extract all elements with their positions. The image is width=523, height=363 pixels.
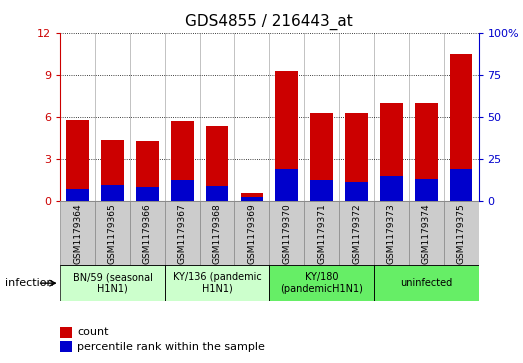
Text: BN/59 (seasonal
H1N1): BN/59 (seasonal H1N1) xyxy=(73,272,152,294)
Bar xyxy=(165,201,200,265)
Bar xyxy=(101,139,124,201)
Bar xyxy=(339,201,374,265)
Bar xyxy=(60,265,165,301)
Bar xyxy=(380,176,403,201)
Bar xyxy=(269,201,304,265)
Bar xyxy=(374,265,479,301)
Bar xyxy=(409,201,444,265)
Title: GDS4855 / 216443_at: GDS4855 / 216443_at xyxy=(186,14,353,30)
Bar xyxy=(269,265,374,301)
Text: GSM1179364: GSM1179364 xyxy=(73,203,82,264)
Bar xyxy=(60,201,95,265)
Text: GSM1179375: GSM1179375 xyxy=(457,203,465,264)
Bar xyxy=(130,201,165,265)
Bar xyxy=(66,120,89,201)
Text: KY/136 (pandemic
H1N1): KY/136 (pandemic H1N1) xyxy=(173,272,262,294)
Text: percentile rank within the sample: percentile rank within the sample xyxy=(77,342,265,352)
Bar xyxy=(374,201,409,265)
Text: GSM1179372: GSM1179372 xyxy=(352,203,361,264)
Bar xyxy=(310,113,333,201)
Text: KY/180
(pandemicH1N1): KY/180 (pandemicH1N1) xyxy=(280,272,363,294)
Bar xyxy=(304,201,339,265)
Bar xyxy=(136,187,158,201)
Bar xyxy=(450,169,472,201)
Text: GSM1179373: GSM1179373 xyxy=(387,203,396,264)
Bar xyxy=(380,103,403,201)
Bar xyxy=(241,193,263,201)
Bar xyxy=(206,126,229,201)
Bar xyxy=(276,169,298,201)
Text: GSM1179370: GSM1179370 xyxy=(282,203,291,264)
Text: GSM1179369: GSM1179369 xyxy=(247,203,256,264)
Text: infection: infection xyxy=(5,278,54,288)
Text: GSM1179368: GSM1179368 xyxy=(212,203,222,264)
Text: GSM1179367: GSM1179367 xyxy=(178,203,187,264)
Bar xyxy=(310,180,333,201)
Bar xyxy=(66,189,89,201)
Text: uninfected: uninfected xyxy=(400,278,452,288)
Bar xyxy=(165,265,269,301)
Text: GSM1179374: GSM1179374 xyxy=(422,203,431,264)
Text: GSM1179371: GSM1179371 xyxy=(317,203,326,264)
Text: GSM1179366: GSM1179366 xyxy=(143,203,152,264)
Bar xyxy=(136,141,158,201)
Bar xyxy=(415,103,438,201)
Bar xyxy=(450,54,472,201)
Bar xyxy=(234,201,269,265)
Bar xyxy=(171,180,194,201)
Bar xyxy=(415,179,438,201)
Bar xyxy=(95,201,130,265)
Bar xyxy=(345,182,368,201)
Text: GSM1179365: GSM1179365 xyxy=(108,203,117,264)
Bar xyxy=(241,197,263,201)
Bar xyxy=(171,121,194,201)
Bar xyxy=(276,71,298,201)
Bar xyxy=(345,113,368,201)
Bar xyxy=(200,201,234,265)
Bar xyxy=(101,184,124,201)
Bar xyxy=(444,201,479,265)
Bar xyxy=(206,186,229,201)
Text: count: count xyxy=(77,327,108,337)
